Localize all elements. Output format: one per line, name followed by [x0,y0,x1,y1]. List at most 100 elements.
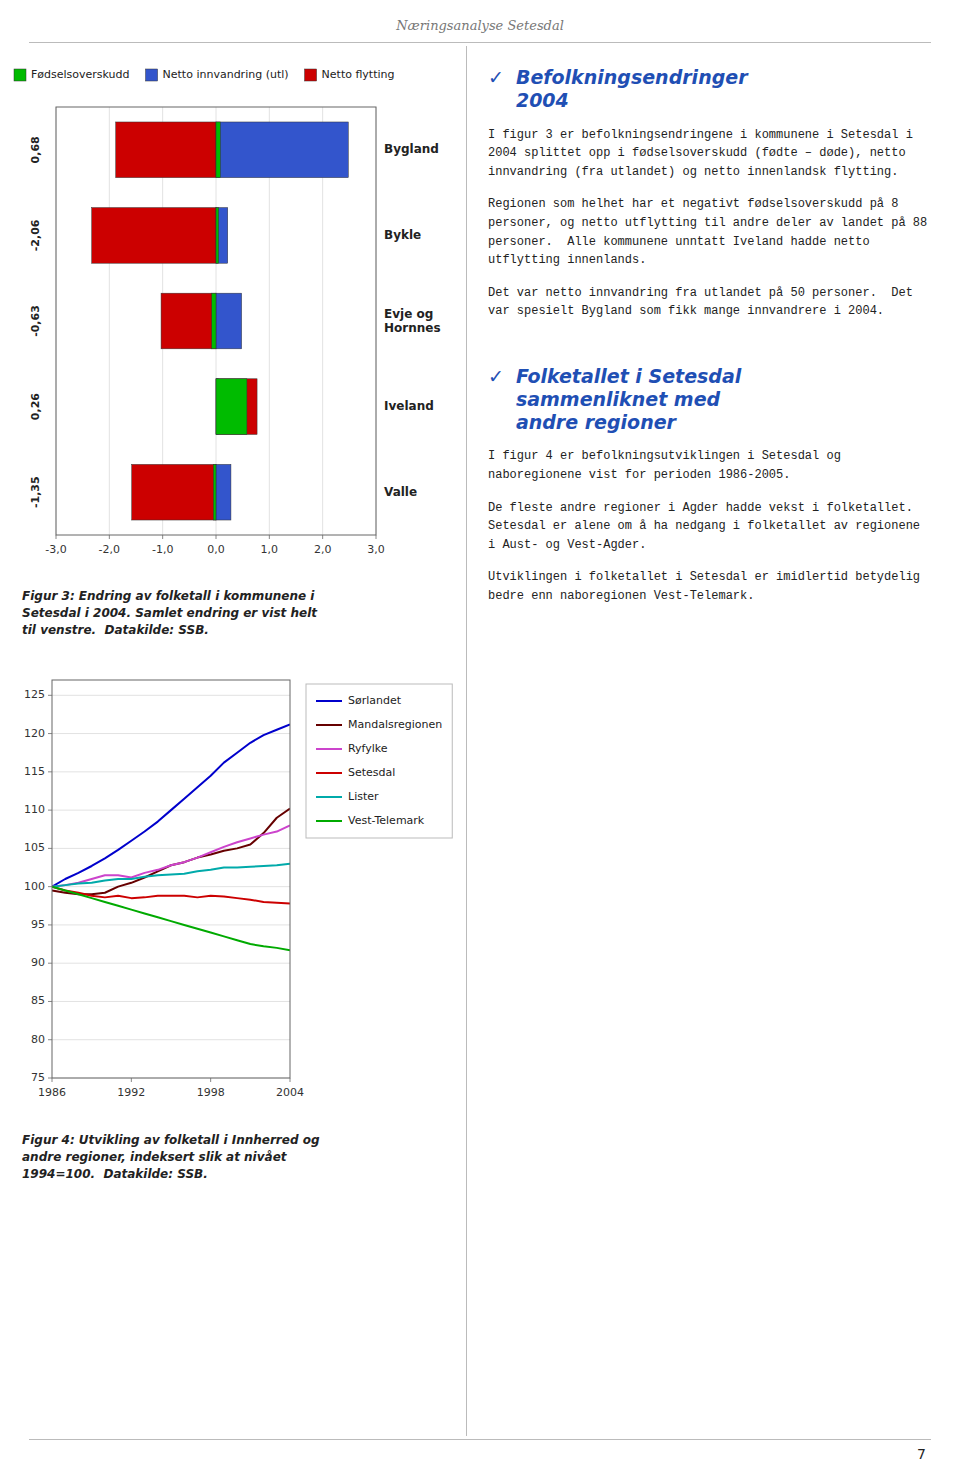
bar-chart: -3,0-2,0-1,00,01,02,03,0ValleIvelandEvje… [10,55,456,575]
legend-label: Vest-Telemark [348,814,425,827]
category-label-line: Bygland [384,142,439,156]
plot-frame [52,680,290,1078]
paragraph: I figur 4 er befolkningsutviklingen i Se… [488,447,934,484]
tick-mark [162,535,163,539]
tick-label: 3,0 [367,543,385,556]
lines [52,724,290,950]
bar [216,122,348,178]
grid-line [52,771,290,772]
annotation: -1,35 [29,476,42,508]
section-bullet: ✓ [488,365,504,388]
bar [213,464,216,520]
column-divider [466,46,467,1436]
legend-label: Sørlandet [348,694,402,707]
section: ✓ Folketallet i Setesdal sammenliknet med… [488,365,934,606]
bars [92,122,349,520]
tick-mark [109,535,110,539]
category-label-line: Evje og [384,307,433,321]
grid-line [52,924,290,925]
tick-mark [48,695,52,696]
bar [216,208,219,264]
grid [56,107,376,535]
bar [92,208,216,264]
section-head: ✓ Folketallet i Setesdal sammenliknet med… [488,365,934,433]
tick-mark [48,771,52,772]
tick-label: 105 [24,841,45,854]
grid-line [109,107,110,535]
bar [216,379,257,435]
tick-label: 125 [24,688,45,701]
tick-label: 80 [31,1033,45,1046]
category-label: Bykle [384,228,421,242]
caption: Figur 3: Endring av folketall i kommunen… [22,588,452,638]
legend-line [316,772,342,774]
legend-label: Mandalsregionen [348,718,442,731]
tick-mark [210,1078,211,1082]
page-footer: 7 [917,1446,926,1462]
annotation: 0,68 [29,136,42,163]
tick-label: 95 [31,918,45,931]
plot-frame [56,107,376,535]
text-column: ✓Befolkningsendringer 2004 I figur 3 er b… [488,66,934,605]
tick-mark [48,733,52,734]
line [52,864,290,887]
paragraph: Det var netto innvandring fra utlandet p… [488,284,934,321]
grid [52,695,290,1078]
line [52,809,290,895]
tick-mark [269,535,270,539]
bar [212,293,216,349]
tick-label: 110 [24,803,45,816]
annotation: -0,63 [29,305,42,337]
bar [216,293,242,349]
tick-label: -1,0 [152,543,173,556]
tick-label: 100 [24,880,45,893]
tick-label: 115 [24,765,45,778]
line [52,887,290,951]
section: ✓Befolkningsendringer 2004 I figur 3 er b… [488,66,934,321]
line [52,887,290,904]
tick-label: -2,0 [99,543,120,556]
tick-label: 2004 [276,1086,304,1099]
legend: FødselsoverskuddNetto innvandring (utl)N… [14,68,395,81]
legend-swatch [305,69,317,81]
tick-label: 90 [31,956,45,969]
section-title: Folketallet i Setesdal sammenliknet med … [516,365,741,433]
tick-mark [216,535,217,539]
caption: Figur 4: Utvikling av folketall i Innher… [22,1132,452,1182]
legend-swatch [14,69,26,81]
grid-line [52,886,290,887]
line-chart: 7580859095100105110115120125198619921998… [10,668,456,1118]
bar [216,208,228,264]
bar [216,122,220,178]
grid-line [52,733,290,734]
bar [132,464,216,520]
category-label: Iveland [384,399,434,413]
y-ticks: 7580859095100105110115120125 [24,688,52,1084]
category-label-line: Bykle [384,228,421,242]
category-label: Bygland [384,142,439,156]
tick-mark [48,963,52,964]
bar [216,379,247,435]
bar [116,122,216,178]
category-labels: ValleIvelandEvje ogHornnesBykleBygland [384,142,441,498]
legend-line [316,748,342,750]
legend-line [316,700,342,702]
x-ticks: -3,0-2,0-1,00,01,02,03,0 [45,535,384,556]
tick-label: 85 [31,994,45,1007]
legend-swatch [146,69,158,81]
category-label-line: Hornnes [384,321,441,335]
tick-label: 2,0 [314,543,332,556]
category-label: Evje ogHornnes [384,307,441,335]
paragraph: I figur 3 er befolkningsendringene i kom… [488,126,934,182]
section-head: ✓Befolkningsendringer 2004 [488,66,934,112]
line [52,724,290,886]
bar [161,293,216,349]
legend-label: Ryfylke [348,742,388,755]
category-label-line: Iveland [384,399,434,413]
tick-mark [48,1001,52,1002]
annotation: -2,06 [29,219,42,251]
legend-label: Netto flytting [322,68,395,81]
header-rule [29,42,931,43]
tick-mark [376,535,377,539]
tick-mark [322,535,323,539]
